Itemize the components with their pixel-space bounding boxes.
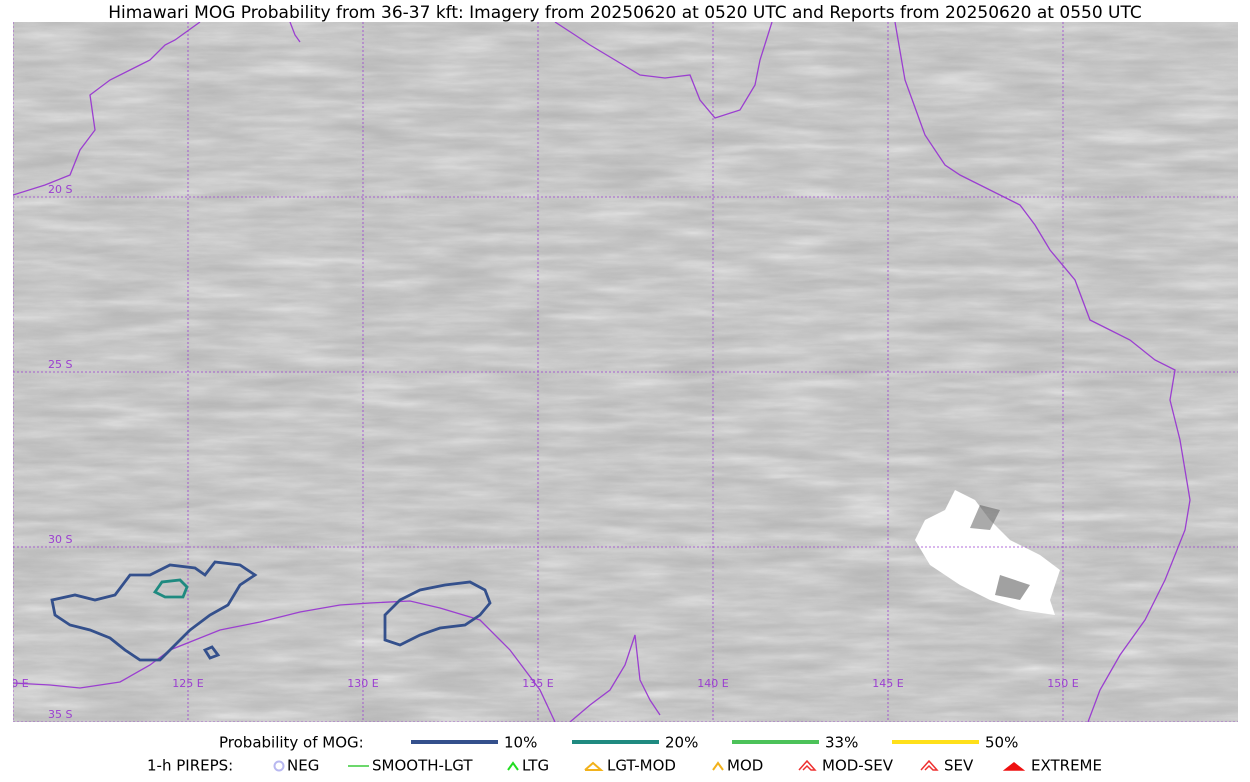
legend-label: MOD: [727, 757, 763, 775]
legend-label: LTG: [522, 757, 549, 775]
legend-label: LGT-MOD: [607, 757, 676, 775]
grid: [13, 22, 1238, 722]
longitude-label: 130 E: [347, 677, 378, 690]
map: 120 E 125 E 130 E 135 E 140 E 145 E 150 E 20 S 2…: [0, 22, 1238, 722]
pirep-icon: [1002, 762, 1026, 771]
latitude-label: 30 S: [48, 533, 72, 546]
pirep-icon: [507, 761, 519, 771]
mog-contour-10: [50, 560, 258, 662]
pirep-icon: [712, 761, 724, 771]
legend-label: SEV: [944, 757, 974, 775]
longitude-label: 125 E: [172, 677, 203, 690]
legend-label: MOD-SEV: [822, 757, 894, 775]
legend-label: 50%: [985, 734, 1018, 752]
legend-label: 10%: [504, 734, 537, 752]
legend-label: SMOOTH-LGT: [372, 757, 473, 775]
latitude-label: 35 S: [48, 708, 72, 721]
pirep-icon: [798, 759, 817, 771]
longitude-label: 140 E: [697, 677, 728, 690]
legend-label: 20%: [665, 734, 698, 752]
latitude-label: 20 S: [48, 183, 72, 196]
coastline: [13, 22, 1191, 722]
longitude-label: 120 E: [0, 677, 29, 690]
legend-label: NEG: [287, 757, 319, 775]
pirep-icon: [273, 760, 285, 772]
longitude-label: 135 E: [522, 677, 553, 690]
pirep-icon: [584, 761, 604, 771]
legend: Probability of MOG: 10% 20% 33% 50% 1-h PIREP…: [147, 734, 1102, 775]
storm-tops: [915, 490, 1060, 615]
longitude-label: 150 E: [1047, 677, 1078, 690]
pirep-icon: [920, 759, 939, 771]
legend-heading: 1-h PIREPS:: [147, 757, 233, 775]
title: Himawari MOG Probability from 36-37 kft:…: [108, 3, 1142, 23]
latitude-label: 25 S: [48, 358, 72, 371]
legend-heading: Probability of MOG:: [219, 734, 364, 752]
grid-labels: 120 E 125 E 130 E 135 E 140 E 145 E 150 E 20 S 2…: [0, 183, 1079, 721]
legend-label: EXTREME: [1031, 757, 1102, 775]
legend-label: 33%: [825, 734, 858, 752]
longitude-label: 145 E: [872, 677, 903, 690]
mog-contour-10: [383, 580, 492, 647]
mog-contour-20: [152, 578, 189, 599]
